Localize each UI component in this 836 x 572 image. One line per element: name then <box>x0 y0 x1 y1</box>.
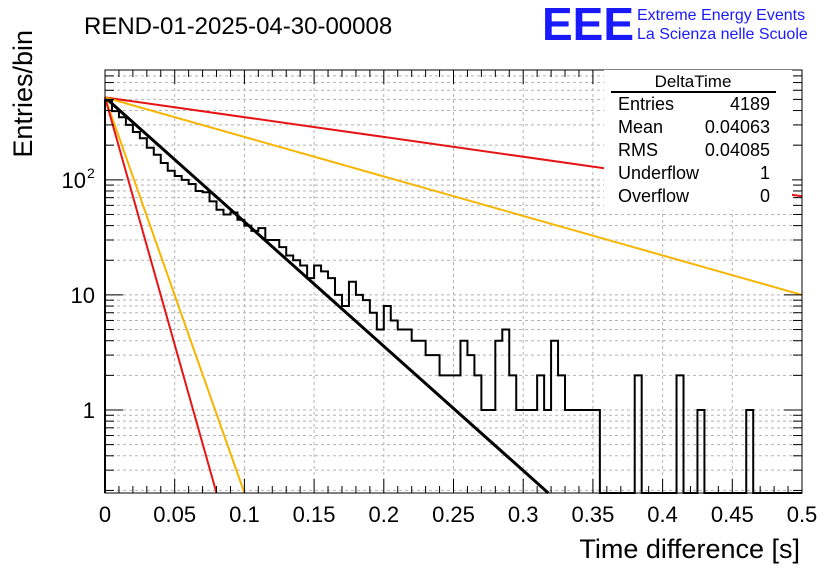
stats-row-value: 4189 <box>730 94 770 114</box>
stats-row-label: Underflow <box>618 163 700 183</box>
stats-row-value: 1 <box>760 163 770 183</box>
fit-line <box>104 96 550 495</box>
x-tick-labels: 0 0.05 0.1 0.15 0.2 0.25 0.3 0.35 0.4 0.45 0.5 <box>99 502 817 527</box>
logo-text: EEE <box>542 0 634 50</box>
fit-line <box>104 97 246 494</box>
run-title: REND-01-2025-04-30-00008 <box>84 13 392 40</box>
fit-lines <box>104 96 803 495</box>
stats-row-value: 0 <box>760 186 770 206</box>
fit-line <box>104 96 803 296</box>
x-tick-label: 0.3 <box>508 502 539 527</box>
y-tick-label-exponent: 2 <box>87 165 95 181</box>
eee-logo: EEE Extreme Energy Events La Scienza nel… <box>542 0 808 50</box>
stats-box: DeltaTime Entries 4189 Mean 0.04063 RMS 0.040… <box>604 70 792 210</box>
x-tick-label: 0 <box>99 502 111 527</box>
axis-ticks <box>104 70 803 493</box>
fit-line <box>104 97 218 494</box>
stats-rows: Entries 4189 Mean 0.04063 RMS 0.04085Underflo… <box>618 94 770 206</box>
stats-row-value: 0.04063 <box>705 117 770 137</box>
stats-row-value: 0.04085 <box>705 140 770 160</box>
y-tick-label: 1 <box>83 398 95 423</box>
x-tick-label: 0.1 <box>229 502 260 527</box>
x-tick-label: 0.5 <box>787 502 818 527</box>
logo-subtitle-2: La Scienza nelle Scuole <box>637 26 808 43</box>
x-tick-label: 0.05 <box>153 502 196 527</box>
logo-subtitle-1: Extreme Energy Events <box>637 7 805 24</box>
y-axis-label: Entries/bin <box>8 30 38 158</box>
x-tick-label: 0.2 <box>369 502 400 527</box>
x-axis-label: Time difference [s] <box>579 534 800 564</box>
stats-row-label: Mean <box>618 117 663 137</box>
x-tick-label: 0.45 <box>711 502 754 527</box>
stats-row-label: RMS <box>618 140 658 160</box>
stats-box-background <box>604 70 792 210</box>
y-tick-label: 10 <box>62 168 86 193</box>
x-tick-label: 0.15 <box>293 502 336 527</box>
grid <box>105 70 802 493</box>
y-tick-label: 10 <box>71 283 95 308</box>
stats-row-label: Overflow <box>618 186 690 206</box>
x-tick-label: 0.25 <box>432 502 475 527</box>
x-tick-label: 0.4 <box>647 502 678 527</box>
stats-row-label: Entries <box>618 94 674 114</box>
x-tick-label: 0.35 <box>571 502 614 527</box>
stats-title: DeltaTime <box>655 72 732 91</box>
